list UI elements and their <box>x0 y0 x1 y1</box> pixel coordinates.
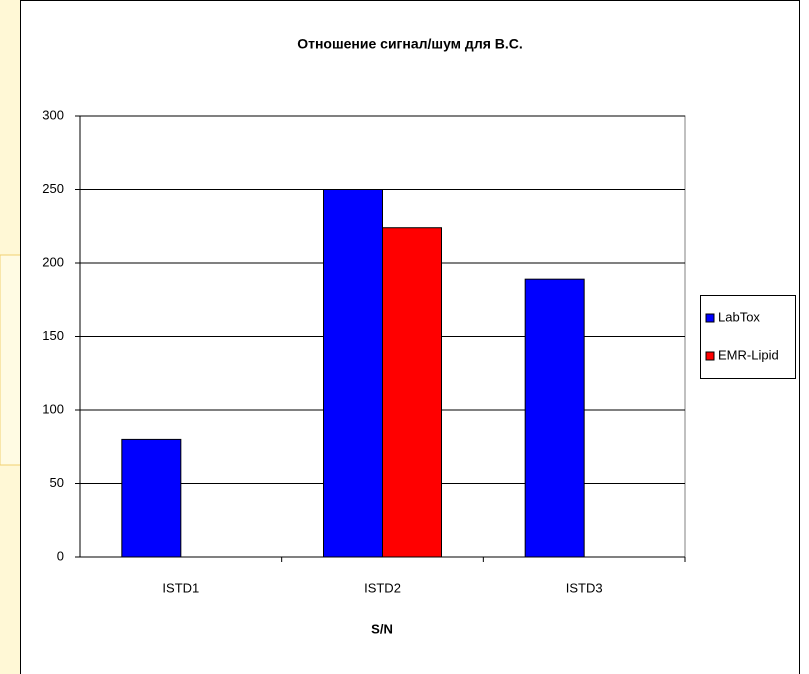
legend-label: LabTox <box>718 309 760 324</box>
bar <box>121 438 182 558</box>
y-tick-label: 250 <box>42 181 64 196</box>
bar <box>382 227 442 558</box>
y-tick-label: 100 <box>42 401 64 416</box>
y-tick-label: 50 <box>50 475 64 490</box>
legend-label: EMR-Lipid <box>718 347 779 362</box>
x-tick-label: ISTD1 <box>162 580 199 595</box>
legend <box>700 295 796 379</box>
x-axis-label: S/N <box>371 621 393 636</box>
x-tick-label: ISTD3 <box>566 580 603 595</box>
bar <box>323 189 383 558</box>
y-tick-label: 150 <box>42 328 64 343</box>
y-tick-label: 300 <box>42 107 64 122</box>
x-tick-label: ISTD2 <box>364 580 401 595</box>
bar <box>524 278 585 558</box>
chart-title: Отношение сигнал/шум для В.С. <box>297 36 523 52</box>
y-tick-label: 200 <box>42 254 64 269</box>
legend-swatch <box>705 313 715 323</box>
y-tick-label: 0 <box>57 548 64 563</box>
legend-swatch <box>705 351 715 361</box>
